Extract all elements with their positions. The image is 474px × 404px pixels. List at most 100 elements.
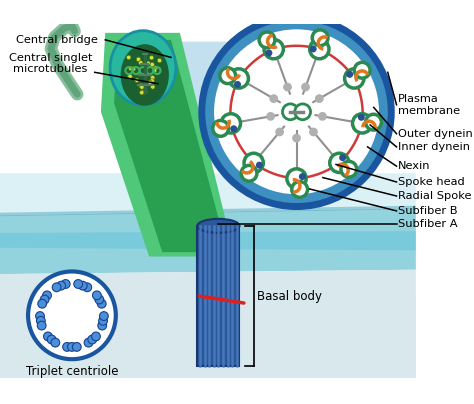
Circle shape [157, 58, 162, 63]
Polygon shape [197, 226, 239, 366]
Polygon shape [0, 270, 416, 379]
Circle shape [73, 343, 81, 351]
Circle shape [51, 338, 60, 347]
Text: Basal body: Basal body [257, 290, 322, 303]
Polygon shape [0, 231, 416, 250]
Text: Subfiber B: Subfiber B [398, 206, 458, 216]
Polygon shape [114, 40, 227, 252]
Circle shape [146, 61, 150, 65]
Circle shape [229, 69, 248, 88]
Circle shape [315, 94, 324, 103]
Circle shape [38, 299, 46, 308]
Circle shape [339, 154, 346, 161]
Circle shape [365, 114, 382, 130]
Circle shape [131, 67, 136, 71]
Circle shape [99, 316, 108, 325]
Circle shape [292, 181, 308, 197]
Polygon shape [0, 296, 416, 379]
Circle shape [264, 40, 283, 59]
Circle shape [95, 295, 104, 304]
Circle shape [202, 17, 391, 206]
Circle shape [138, 61, 143, 65]
Circle shape [63, 343, 72, 351]
Circle shape [135, 78, 139, 82]
Text: Plasma
membrane: Plasma membrane [398, 94, 460, 116]
Polygon shape [154, 42, 268, 169]
Circle shape [346, 71, 353, 78]
Circle shape [47, 335, 56, 344]
Circle shape [61, 280, 70, 288]
Circle shape [244, 153, 264, 173]
Text: Outer dynein: Outer dynein [398, 129, 473, 139]
Circle shape [310, 45, 317, 53]
Circle shape [299, 173, 306, 180]
Circle shape [309, 128, 318, 136]
Circle shape [37, 321, 46, 330]
Circle shape [140, 85, 144, 89]
Circle shape [83, 283, 91, 292]
Circle shape [44, 332, 52, 341]
Text: Central bridge: Central bridge [16, 35, 98, 45]
Text: Nexin: Nexin [398, 161, 431, 171]
Circle shape [265, 49, 273, 57]
Text: Inner dynein: Inner dynein [398, 142, 470, 152]
Circle shape [28, 271, 116, 359]
Circle shape [140, 90, 144, 95]
Circle shape [341, 161, 357, 177]
Circle shape [269, 94, 278, 103]
Ellipse shape [110, 31, 176, 105]
Circle shape [353, 114, 372, 133]
Circle shape [148, 80, 152, 85]
Circle shape [275, 128, 284, 136]
Circle shape [213, 120, 228, 136]
Circle shape [330, 153, 349, 173]
Circle shape [43, 291, 51, 300]
Circle shape [151, 85, 155, 89]
Polygon shape [0, 173, 416, 215]
Circle shape [354, 62, 370, 78]
Circle shape [78, 281, 87, 290]
Circle shape [127, 55, 131, 60]
Circle shape [74, 280, 82, 288]
Circle shape [287, 169, 306, 188]
Circle shape [98, 321, 107, 330]
Text: Triplet centriole: Triplet centriole [26, 365, 118, 378]
Circle shape [84, 338, 93, 347]
Circle shape [139, 84, 143, 88]
Circle shape [150, 76, 155, 80]
Ellipse shape [197, 219, 239, 233]
Circle shape [234, 81, 241, 88]
Circle shape [214, 29, 379, 194]
Circle shape [283, 83, 292, 91]
Ellipse shape [120, 44, 169, 106]
Circle shape [40, 295, 49, 304]
Circle shape [221, 114, 240, 133]
Circle shape [36, 316, 45, 325]
Circle shape [230, 125, 237, 132]
Circle shape [295, 104, 310, 120]
Circle shape [52, 283, 61, 292]
Text: Radial Spoke: Radial Spoke [398, 191, 472, 201]
Circle shape [143, 90, 147, 94]
Circle shape [301, 83, 310, 91]
Polygon shape [0, 206, 416, 216]
Circle shape [128, 66, 133, 71]
Circle shape [312, 30, 328, 46]
Circle shape [68, 343, 76, 351]
Circle shape [149, 56, 154, 60]
Circle shape [97, 299, 106, 308]
Circle shape [128, 74, 132, 78]
Circle shape [152, 68, 157, 73]
Circle shape [358, 114, 365, 121]
Circle shape [256, 162, 263, 169]
Circle shape [128, 75, 132, 80]
Circle shape [259, 32, 275, 48]
Circle shape [100, 311, 108, 320]
Circle shape [150, 62, 155, 67]
Circle shape [57, 281, 65, 290]
Circle shape [220, 68, 236, 84]
Text: Central singlet
microtubules: Central singlet microtubules [9, 53, 92, 74]
Circle shape [283, 104, 298, 120]
Circle shape [154, 66, 158, 70]
Polygon shape [101, 33, 232, 257]
